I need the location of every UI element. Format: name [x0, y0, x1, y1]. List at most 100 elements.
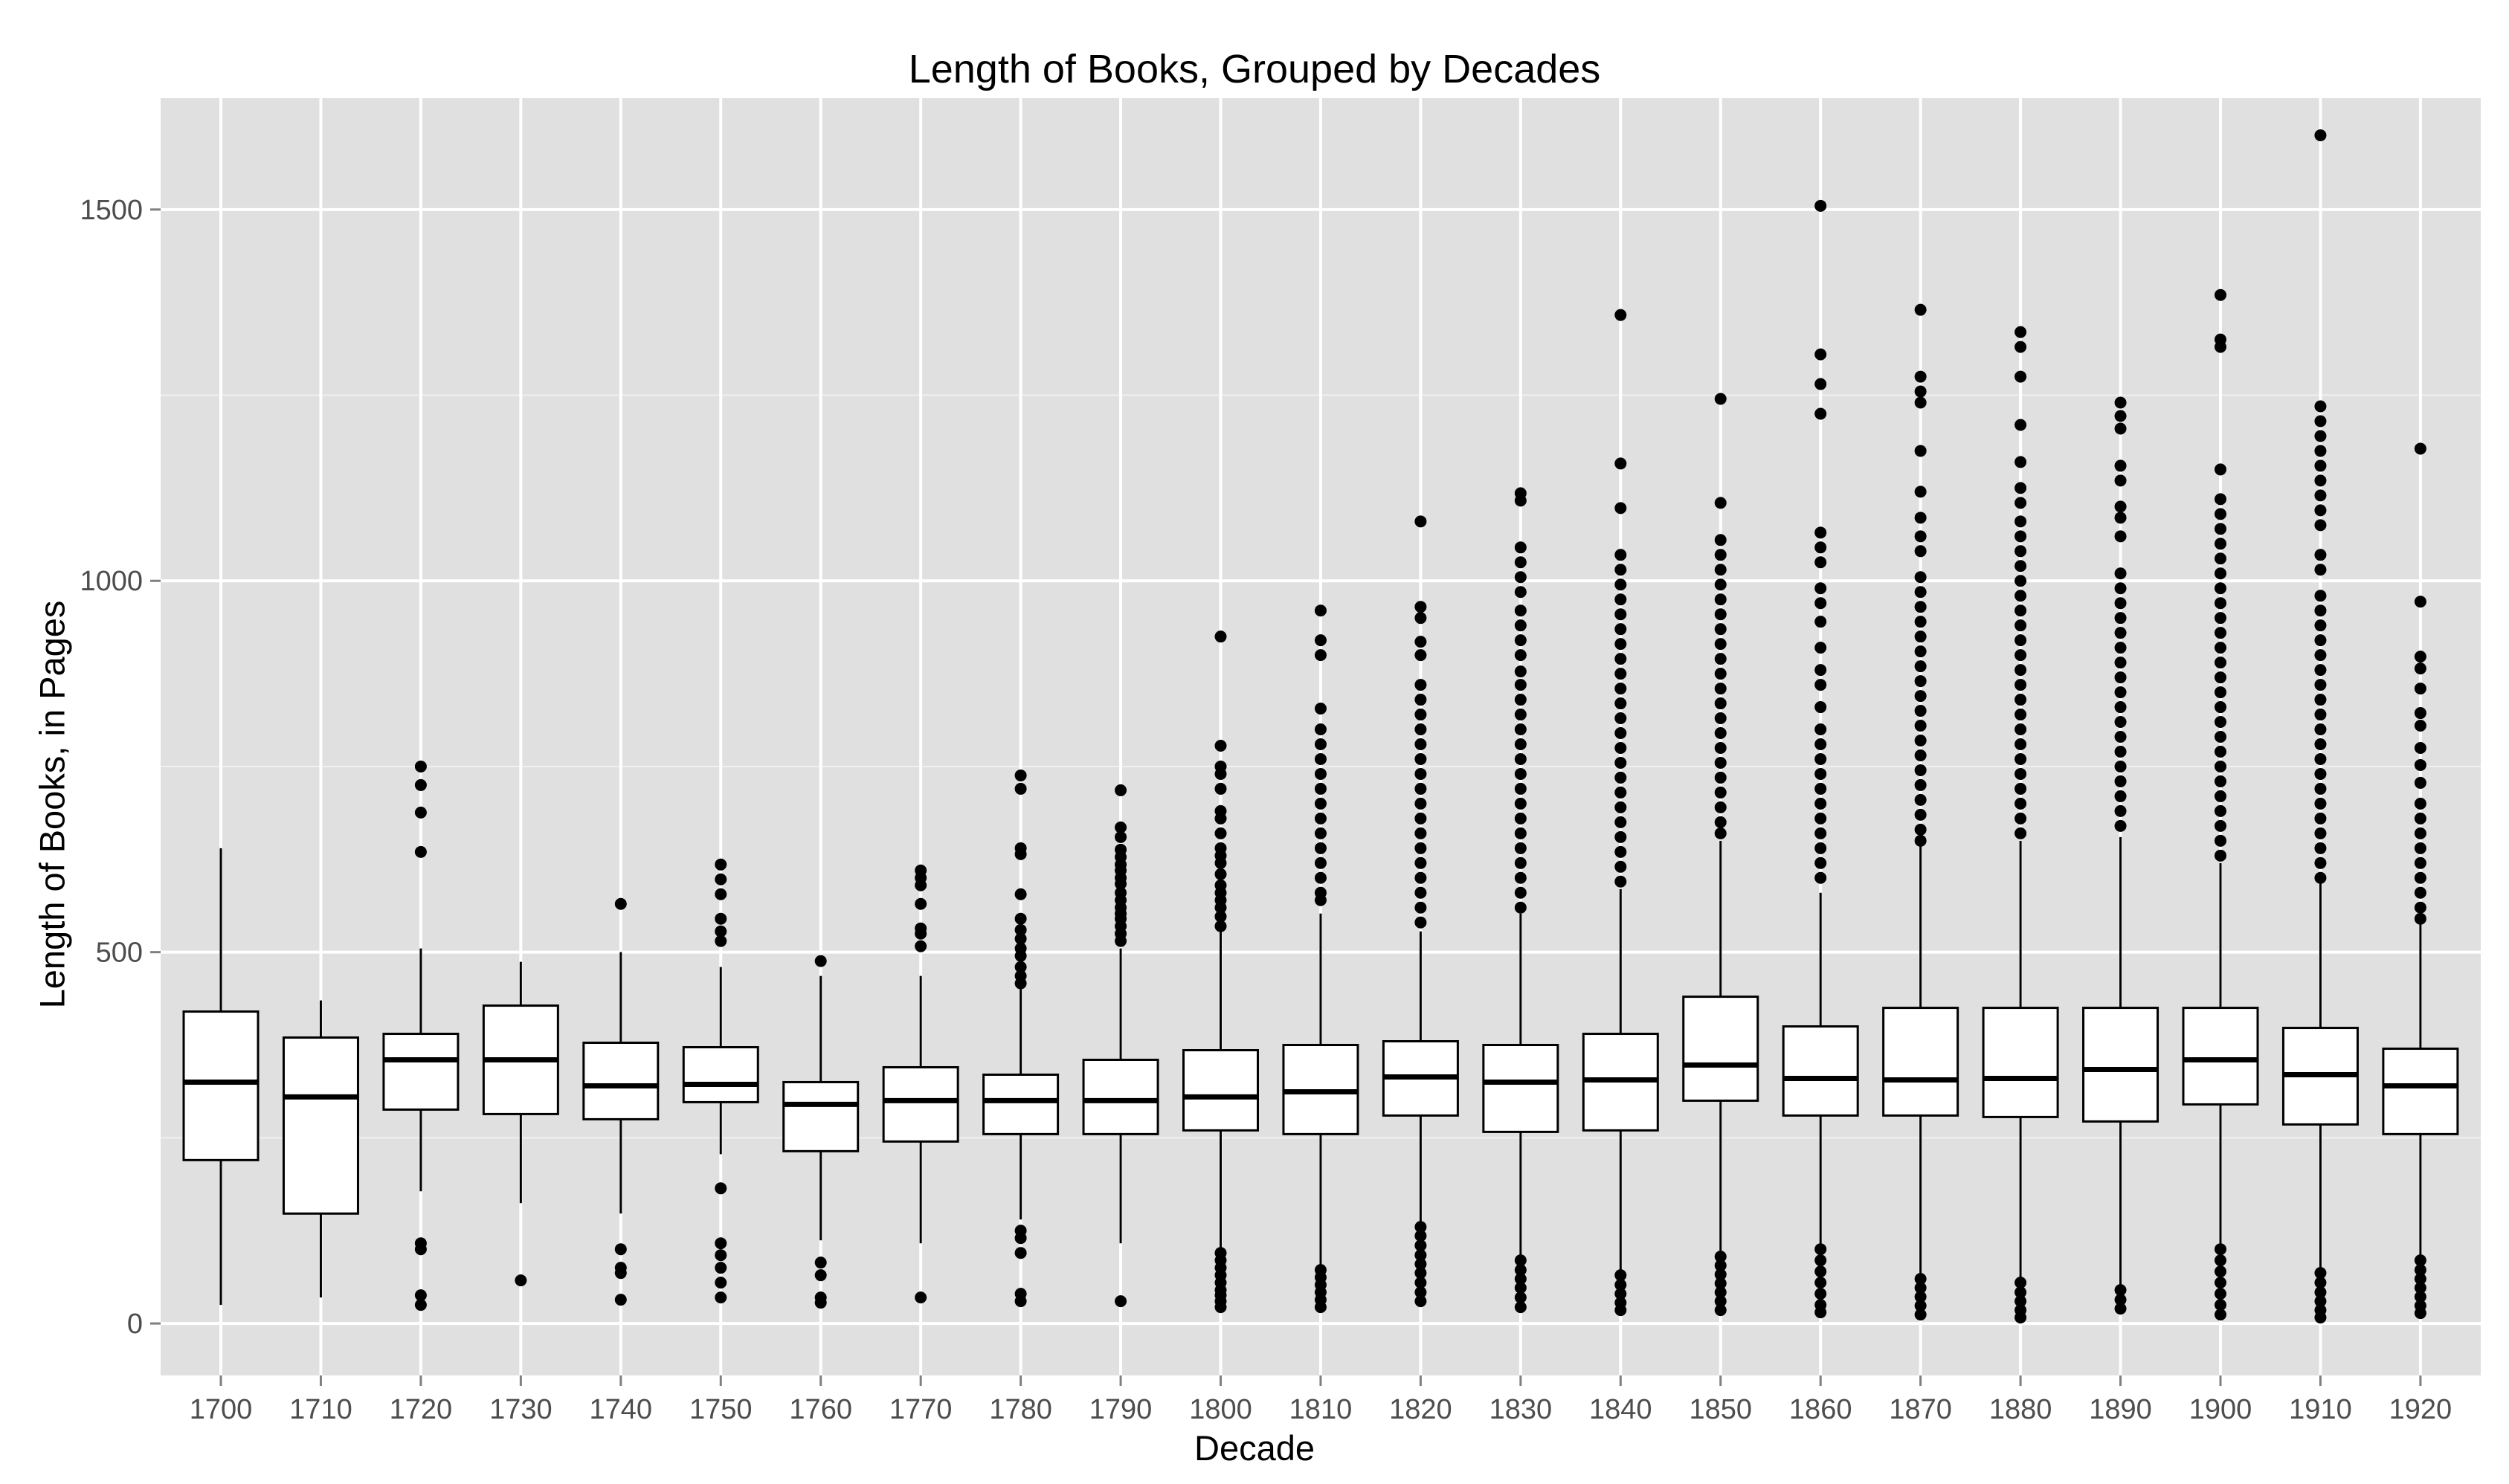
outlier-point: [1014, 1295, 1027, 1308]
iqr-box: [1982, 1007, 2059, 1118]
outlier-point: [1914, 601, 1927, 613]
outlier-point: [1814, 827, 1827, 839]
x-tick-label: 1920: [2389, 1394, 2452, 1425]
outlier-point: [1414, 1295, 1427, 1308]
iqr-box: [2082, 1007, 2159, 1123]
outlier-point: [1714, 393, 1727, 405]
outlier-point: [2314, 738, 2327, 750]
outlier-point: [2314, 694, 2327, 706]
outlier-point: [1614, 564, 1627, 576]
outlier-point: [2014, 827, 2027, 839]
outlier-point: [1914, 660, 1927, 673]
outlier-point: [2215, 731, 2226, 743]
iqr-box: [2182, 1007, 2259, 1106]
outlier-point: [1714, 1259, 1727, 1272]
outlier-point: [2014, 679, 2027, 691]
outlier-point: [2314, 723, 2327, 736]
iqr-box: [1482, 1044, 1559, 1133]
outlier-point: [1814, 782, 1827, 795]
outlier-point: [1214, 767, 1227, 780]
outlier-point: [1414, 679, 1427, 691]
outlier-point: [1614, 623, 1627, 636]
outlier-point: [2215, 1254, 2226, 1267]
outlier-point: [1914, 1309, 1927, 1321]
outlier-point: [1814, 556, 1827, 569]
outlier-point: [1814, 642, 1827, 654]
iqr-box: [382, 1033, 460, 1111]
outlier-point: [1814, 679, 1827, 691]
outlier-point: [614, 897, 627, 910]
box-1770: [882, 864, 959, 1304]
outlier-point: [1914, 705, 1927, 717]
outlier-point: [1714, 727, 1727, 740]
boxes: [182, 129, 2459, 1324]
outlier-point: [2414, 912, 2426, 925]
outlier-point: [2314, 400, 2327, 413]
outlier-point: [1914, 485, 1927, 498]
outlier-point: [2114, 760, 2127, 772]
outlier-point: [1814, 812, 1827, 825]
outlier-point: [1714, 697, 1727, 710]
x-tick-label: 1700: [190, 1394, 253, 1425]
outlier-point: [814, 1297, 827, 1309]
x-tick-label: 1860: [1789, 1394, 1852, 1425]
box-1810: [1282, 604, 1359, 1314]
outlier-point: [1414, 649, 1427, 662]
outlier-point: [2114, 410, 2127, 422]
outlier-point: [2314, 679, 2327, 691]
outlier-point: [1214, 910, 1227, 923]
outlier-point: [2215, 1309, 2226, 1321]
outlier-point: [1914, 370, 1927, 383]
box-1820: [1382, 515, 1459, 1308]
outlier-point: [1414, 636, 1427, 648]
outlier-point: [1014, 923, 1027, 936]
outlier-point: [715, 912, 727, 925]
x-tick-label: 1760: [789, 1394, 852, 1425]
outlier-point: [715, 1249, 727, 1262]
outlier-point: [2215, 1277, 2226, 1289]
x-tick-label: 1790: [1089, 1394, 1153, 1425]
y-axis-ticks: 0 500 1000 1500: [80, 195, 161, 1340]
outlier-point: [1914, 586, 1927, 599]
box-1740: [582, 897, 660, 1306]
outlier-point: [2314, 856, 2327, 869]
outlier-point: [2014, 545, 2027, 558]
box-1780: [982, 769, 1060, 1308]
outlier-point: [1414, 694, 1427, 706]
outlier-point: [814, 1269, 827, 1282]
outlier-point: [2114, 612, 2127, 625]
outlier-point: [1714, 816, 1727, 828]
outlier-point: [1714, 497, 1727, 509]
outlier-point: [1314, 703, 1327, 715]
outlier-point: [2014, 456, 2027, 468]
outlier-point: [1414, 1267, 1427, 1280]
outlier-point: [2314, 649, 2327, 662]
outlier-point: [2215, 552, 2226, 565]
iqr-box: [1082, 1058, 1159, 1135]
x-tick-label: 1840: [1589, 1394, 1652, 1425]
outlier-point: [2314, 827, 2327, 839]
outlier-point: [2114, 642, 2127, 654]
iqr-box: [582, 1042, 660, 1120]
outlier-point: [515, 1274, 527, 1287]
outlier-point: [1914, 808, 1927, 821]
outlier-point: [2414, 662, 2426, 675]
outlier-point: [2215, 1265, 2226, 1278]
outlier-point: [715, 1262, 727, 1274]
x-tick-label: 1900: [2189, 1394, 2252, 1425]
outlier-point: [1614, 683, 1627, 695]
outlier-point: [2114, 500, 2127, 513]
outlier-point: [2215, 790, 2226, 802]
outlier-point: [2314, 549, 2327, 561]
outlier-point: [1414, 515, 1427, 528]
y-tick-label: 1500: [80, 195, 143, 226]
outlier-point: [1115, 821, 1127, 833]
outlier-point: [1214, 920, 1227, 932]
outlier-point: [1714, 786, 1727, 799]
outlier-point: [1414, 1277, 1427, 1289]
outlier-point: [2414, 856, 2426, 869]
outlier-point: [1914, 616, 1927, 628]
outlier-point: [1814, 1277, 1827, 1289]
outlier-point: [1814, 1243, 1827, 1256]
outlier-point: [1614, 756, 1627, 769]
